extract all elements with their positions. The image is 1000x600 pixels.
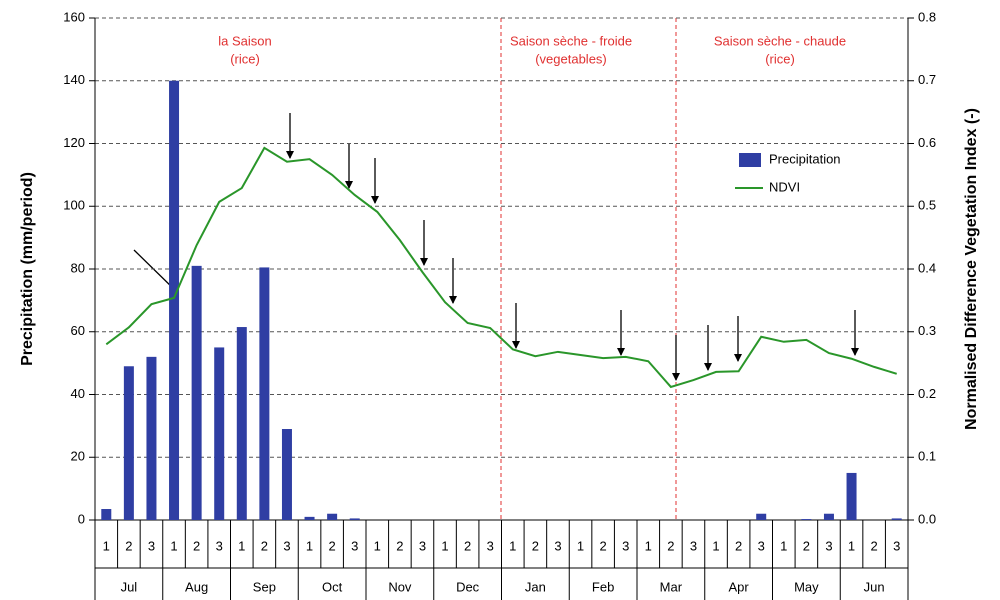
bar — [236, 327, 247, 520]
x-tick-label: 1 — [509, 538, 516, 553]
y2-tick-label: 0.4 — [918, 260, 936, 275]
y2-tick-label: 0.8 — [918, 9, 936, 24]
arrows — [133, 113, 859, 381]
y-tick-label: 0 — [78, 511, 85, 526]
x-tick-label: 2 — [125, 538, 132, 553]
x-tick-label: 2 — [600, 538, 607, 553]
x-tick-label: 3 — [758, 538, 765, 553]
x-tick-label: 2 — [735, 538, 742, 553]
y2-tick-label: 0.1 — [918, 449, 936, 464]
month-label: Aug — [185, 579, 208, 594]
x-tick-label: 2 — [803, 538, 810, 553]
x-tick-label: 1 — [848, 538, 855, 553]
x-tick-label: 3 — [825, 538, 832, 553]
annotation: (vegetables) — [535, 51, 607, 66]
x-tick-label: 3 — [690, 538, 697, 553]
legend-swatch — [739, 153, 761, 167]
y-tick-label: 80 — [71, 260, 85, 275]
month-label: May — [794, 579, 819, 594]
legend-label: Precipitation — [769, 151, 841, 166]
x-tick-label: 1 — [577, 538, 584, 553]
x-tick-label: 1 — [441, 538, 448, 553]
month-label: Mar — [660, 579, 683, 594]
x-tick-label: 3 — [487, 538, 494, 553]
x-tick-label: 1 — [170, 538, 177, 553]
y-tick-label: 100 — [63, 198, 85, 213]
bar — [756, 513, 767, 520]
bar — [349, 518, 360, 520]
y-tick-label: 20 — [71, 449, 85, 464]
y-tick-label: 40 — [71, 386, 85, 401]
bar — [846, 472, 857, 520]
bar — [146, 356, 157, 520]
y2-tick-label: 0.6 — [918, 135, 936, 150]
bar — [214, 347, 225, 520]
x-tick-label: 3 — [893, 538, 900, 553]
x-tick-label: 2 — [261, 538, 268, 553]
x-tick-label: 3 — [351, 538, 358, 553]
annotation: la Saison — [218, 33, 271, 48]
x-tick-label: 3 — [554, 538, 561, 553]
x-tick-label: 1 — [780, 538, 787, 553]
bar — [801, 519, 812, 520]
y2-tick-label: 0.2 — [918, 386, 936, 401]
x-tick-label: 2 — [667, 538, 674, 553]
month-label: Jan — [525, 579, 546, 594]
x-tick-label: 3 — [216, 538, 223, 553]
x-tick-label: 1 — [712, 538, 719, 553]
y2-axis-label: Normalised Difference Vegetation Index (… — [963, 108, 980, 430]
month-label: Nov — [388, 579, 412, 594]
y2-tick-label: 0.0 — [918, 511, 936, 526]
bar — [259, 267, 270, 520]
x-tick-label: 3 — [622, 538, 629, 553]
bar — [281, 429, 292, 520]
annotation: Saison sèche - chaude — [714, 33, 846, 48]
month-label: Oct — [322, 579, 343, 594]
x-tick-label: 2 — [193, 538, 200, 553]
bar — [123, 366, 134, 520]
month-label: Apr — [729, 579, 750, 594]
y-tick-label: 160 — [63, 9, 85, 24]
bar — [169, 80, 180, 520]
x-tick-label: 3 — [148, 538, 155, 553]
y-tick-label: 60 — [71, 323, 85, 338]
bar — [191, 265, 202, 520]
annotation: (rice) — [765, 51, 795, 66]
bar — [304, 516, 315, 520]
y-axis-label: Precipitation (mm/period) — [19, 172, 36, 366]
x-tick-label: 1 — [645, 538, 652, 553]
x-tick-label: 2 — [464, 538, 471, 553]
month-label: Sep — [253, 579, 276, 594]
month-label: Dec — [456, 579, 480, 594]
x-tick-label: 1 — [103, 538, 110, 553]
month-label: Jun — [864, 579, 885, 594]
y2-tick-label: 0.5 — [918, 198, 936, 213]
x-tick-label: 2 — [396, 538, 403, 553]
x-tick-label: 3 — [283, 538, 290, 553]
y2-tick-label: 0.3 — [918, 323, 936, 338]
bar — [891, 518, 902, 520]
y-tick-label: 120 — [63, 135, 85, 150]
legend-label: NDVI — [769, 179, 800, 194]
bar — [327, 513, 338, 520]
x-tick-label: 1 — [238, 538, 245, 553]
bar — [101, 509, 112, 520]
y-tick-label: 140 — [63, 72, 85, 87]
x-tick-label: 1 — [306, 538, 313, 553]
x-tick-label: 1 — [374, 538, 381, 553]
bar — [823, 513, 834, 520]
month-label: Feb — [592, 579, 614, 594]
x-tick-label: 2 — [532, 538, 539, 553]
annotation: Saison sèche - froide — [510, 33, 632, 48]
x-tick-label: 2 — [871, 538, 878, 553]
x-tick-label: 2 — [329, 538, 336, 553]
x-tick-label: 3 — [419, 538, 426, 553]
y2-tick-label: 0.7 — [918, 72, 936, 87]
month-label: Jul — [121, 579, 138, 594]
ndvi-line — [105, 146, 898, 389]
annotation: (rice) — [230, 51, 260, 66]
